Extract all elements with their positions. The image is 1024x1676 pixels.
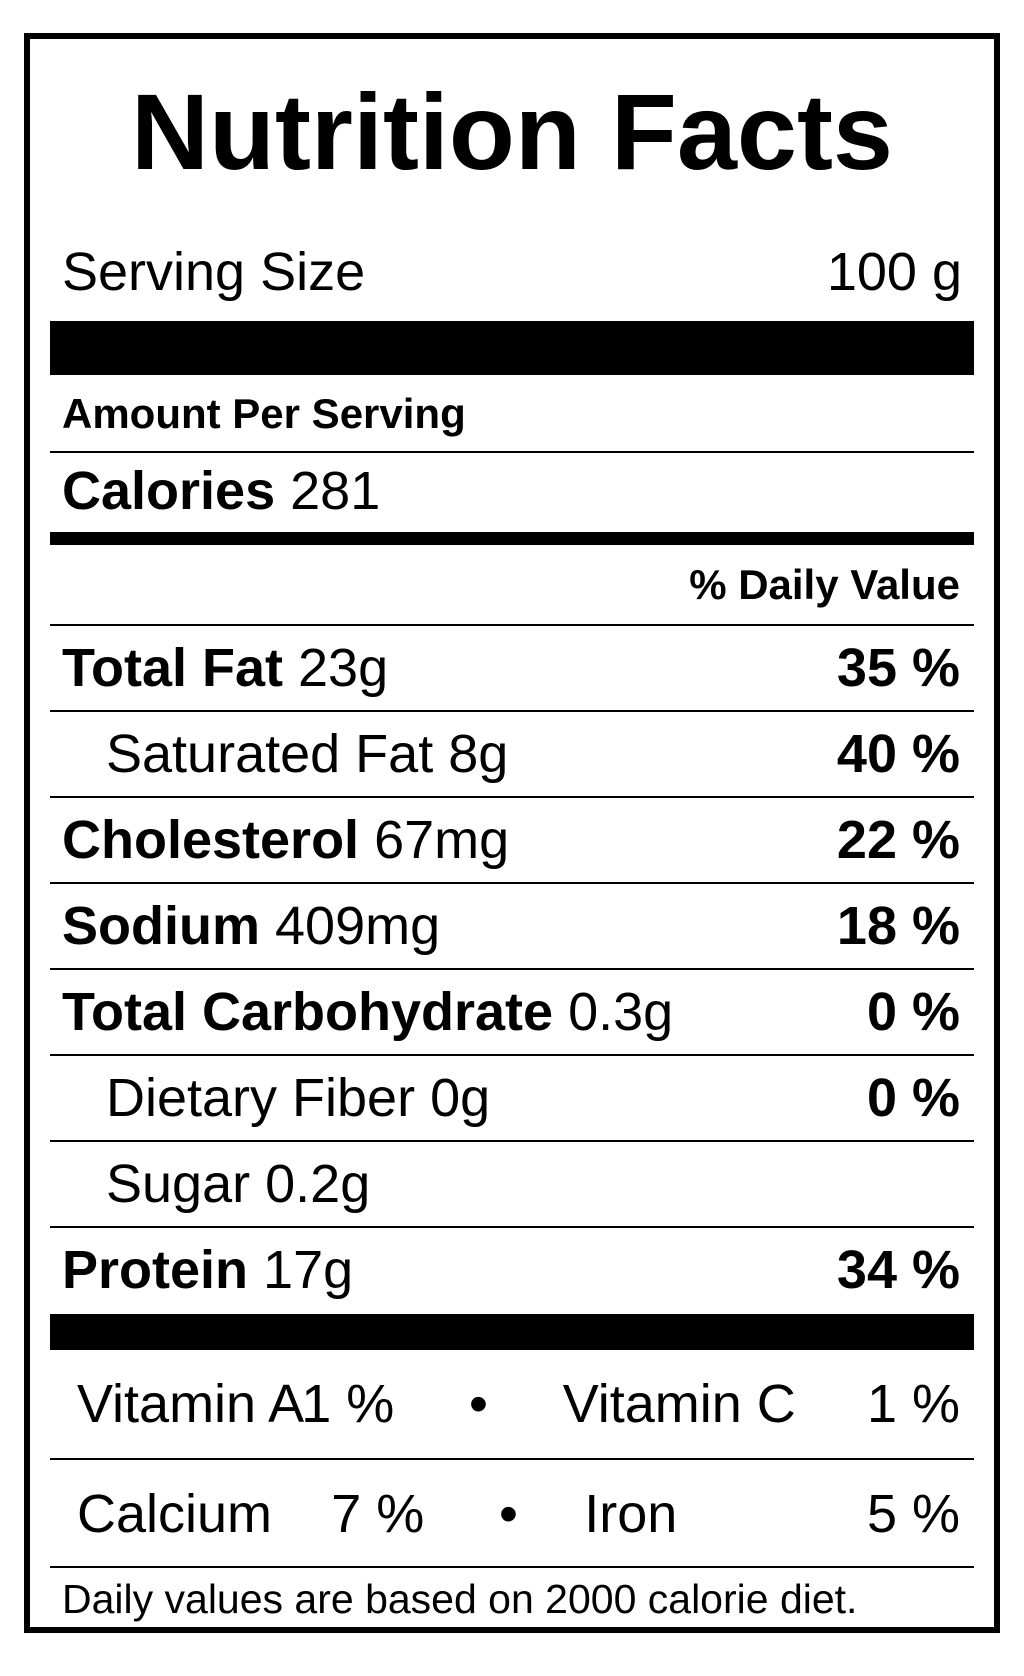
calories-label: Calories	[62, 461, 276, 521]
thick-divider-bottom	[50, 1314, 974, 1350]
nutrient-percent: 0 %	[866, 1068, 960, 1128]
label-title: Nutrition Facts	[130, 71, 893, 192]
nutrient-name: Total Carbohydrate	[62, 982, 554, 1042]
nutrient-text: Sugar 0.2g	[106, 1153, 370, 1215]
nutrient-row-sugar: Sugar 0.2g	[50, 1142, 974, 1226]
divider-nutrient-5	[50, 1054, 974, 1056]
vitamin-c-name: Vitamin C	[562, 1374, 796, 1434]
divider-nutrient-1	[50, 710, 974, 712]
nutrient-row-cholesterol: Cholesterol 67mg 22 %	[50, 798, 974, 882]
vitamin-row-2: Calcium 7 % • Iron 5 %	[50, 1460, 974, 1568]
divider-nutrient-2	[50, 796, 974, 798]
nutrient-amount: 409mg	[275, 896, 441, 956]
divider-amount	[50, 451, 974, 453]
calcium-percent: 7 %	[331, 1484, 425, 1544]
nutrition-facts-label: Nutrition Facts Serving Size 100 g Amoun…	[24, 33, 1000, 1633]
vitamin-row-1: Vitamin A 1 % • Vitamin C 1 %	[50, 1350, 974, 1458]
calcium-name: Calcium	[77, 1484, 273, 1544]
iron-name: Iron	[584, 1484, 678, 1544]
iron-percent: 5 %	[866, 1484, 960, 1544]
nutrient-text: Sodium 409mg	[62, 895, 440, 957]
nutrient-text: Protein 17g	[62, 1239, 353, 1301]
nutrient-percent: 0 %	[866, 982, 960, 1042]
vitamin-separator: •	[469, 1374, 488, 1434]
vitamin-a-percent: 1 %	[301, 1374, 395, 1434]
footnote-row: Daily values are based on 2000 calorie d…	[50, 1566, 974, 1632]
thick-divider-top	[50, 321, 974, 375]
nutrient-row-protein: Protein 17g 34 %	[50, 1228, 974, 1312]
nutrient-name: Protein	[62, 1240, 249, 1300]
nutrient-name: Sodium	[62, 896, 260, 956]
nutrient-text: Total Carbohydrate 0.3g	[62, 981, 673, 1043]
nutrient-name: Total Fat	[62, 638, 283, 698]
nutrient-text: Saturated Fat 8g	[106, 723, 508, 785]
nutrient-name: Saturated Fat	[106, 724, 434, 784]
divider-nutrient-0	[50, 624, 974, 626]
nutrient-percent: 22 %	[836, 810, 960, 870]
nutrient-text: Total Fat 23g	[62, 637, 388, 699]
nutrient-amount: 0.2g	[265, 1154, 371, 1214]
divider-footnote	[50, 1566, 974, 1568]
divider-vitamins	[50, 1458, 974, 1460]
vitamin-a-name: Vitamin A	[77, 1374, 305, 1434]
divider-nutrient-6	[50, 1140, 974, 1142]
divider-nutrient-4	[50, 968, 974, 970]
nutrient-amount: 8g	[448, 724, 509, 784]
nutrient-row-saturated-fat: Saturated Fat 8g 40 %	[50, 712, 974, 796]
nutrient-name: Cholesterol	[62, 810, 360, 870]
nutrient-amount: 0.3g	[568, 982, 674, 1042]
divider-nutrient-3	[50, 882, 974, 884]
vitamin-c-percent: 1 %	[866, 1374, 960, 1434]
divider-nutrient-7	[50, 1226, 974, 1228]
nutrient-amount: 0g	[430, 1068, 491, 1128]
nutrient-percent: 18 %	[836, 896, 960, 956]
nutrient-text: Dietary Fiber 0g	[106, 1067, 490, 1129]
nutrient-name: Dietary Fiber	[106, 1068, 416, 1128]
nutrient-percent: 34 %	[836, 1240, 960, 1300]
serving-size-row: Serving Size 100 g	[50, 239, 974, 305]
serving-size-label: Serving Size	[62, 242, 366, 302]
nutrient-text: Cholesterol 67mg	[62, 809, 509, 871]
nutrient-row-sodium: Sodium 409mg 18 %	[50, 884, 974, 968]
amount-per-serving-label: Amount Per Serving	[62, 390, 466, 437]
calories-row: Calories 281	[50, 454, 974, 528]
daily-value-header: % Daily Value	[689, 560, 960, 608]
amount-per-serving-row: Amount Per Serving	[50, 379, 974, 449]
nutrient-row-total-fat: Total Fat 23g 35 %	[50, 626, 974, 710]
footnote-text: Daily values are based on 2000 calorie d…	[62, 1575, 858, 1622]
nutrient-amount: 17g	[263, 1240, 354, 1300]
nutrient-row-total-carbohydrate: Total Carbohydrate 0.3g 0 %	[50, 970, 974, 1054]
nutrient-percent: 35 %	[836, 638, 960, 698]
serving-size-value: 100 g	[826, 242, 962, 302]
nutrient-name: Sugar	[106, 1154, 251, 1214]
nutrient-row-dietary-fiber: Dietary Fiber 0g 0 %	[50, 1056, 974, 1140]
nutrient-amount: 67mg	[374, 810, 510, 870]
label-content: Nutrition Facts Serving Size 100 g Amoun…	[50, 39, 974, 1627]
nutrient-percent: 40 %	[836, 724, 960, 784]
calories-text: Calories 281	[62, 460, 380, 522]
nutrient-amount: 23g	[298, 638, 389, 698]
medium-divider	[50, 532, 974, 545]
calories-value: 281	[290, 461, 381, 521]
daily-value-header-row: % Daily Value	[50, 547, 974, 622]
vitamin-separator: •	[499, 1484, 518, 1544]
